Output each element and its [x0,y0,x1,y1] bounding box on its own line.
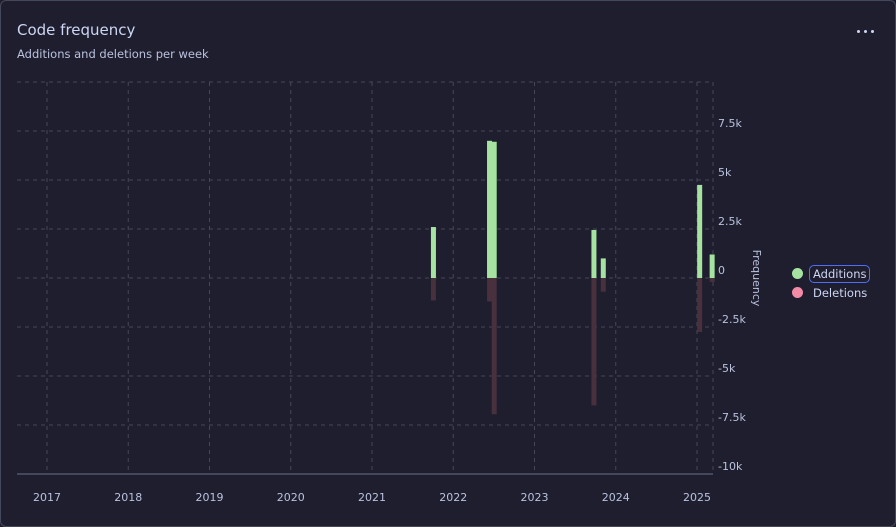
chart-title: Code frequency [17,21,136,39]
deletions-bar [600,278,606,292]
legend-label-additions: Additions [808,264,871,283]
additions-bar [591,229,597,278]
y-axis-label: Frequency [750,250,763,307]
grid-lines [17,81,714,474]
y-tick-label: -7.5k [718,411,746,424]
additions-bar [697,184,703,278]
x-tick-label: 2025 [683,491,711,504]
legend: Additions Deletions [792,264,871,302]
legend-item-additions[interactable]: Additions [792,264,871,283]
y-tick-label: 5k [718,166,732,179]
x-tick-label: 2019 [196,491,224,504]
y-tick-label: -10k [718,460,743,473]
x-tick-label: 2020 [277,491,305,504]
legend-label-deletions: Deletions [813,285,868,300]
x-tick-label: 2022 [439,491,467,504]
additions-bar [600,258,606,278]
y-tick-label: 0 [718,264,725,277]
legend-item-deletions[interactable]: Deletions [792,283,870,302]
x-tick-label: 2021 [358,491,386,504]
deletions-bar [491,278,497,415]
y-tick-labels: 7.5k 5k 2.5k 0 -2.5k -5k -7.5k -10k [718,117,746,473]
x-tick-label: 2017 [33,491,61,504]
deletions-bar [487,278,493,302]
y-tick-label: -2.5k [718,313,746,326]
x-tick-label: 2024 [602,491,630,504]
y-tick-label: 2.5k [718,215,742,228]
y-tick-label: -5k [718,362,736,375]
x-tick-label: 2023 [521,491,549,504]
additions-dot-icon [792,268,803,279]
deletions-dot-icon [792,287,803,298]
chart-subtitle: Additions and deletions per week [17,47,209,61]
additions-bar [709,254,715,278]
additions-bar [487,140,493,278]
additions-bar [491,141,497,278]
y-tick-label: 7.5k [718,117,742,130]
x-tick-label: 2018 [114,491,142,504]
deletions-bar [591,278,597,406]
deletions-bar [697,278,703,332]
deletions-bar [709,278,715,282]
more-horizontal-icon[interactable] [854,21,878,41]
bars [430,140,715,415]
deletions-bar [430,278,436,301]
additions-bar [430,227,436,278]
x-tick-labels: 2017 2018 2019 2020 2021 2022 2023 2024 2025 [33,491,711,504]
